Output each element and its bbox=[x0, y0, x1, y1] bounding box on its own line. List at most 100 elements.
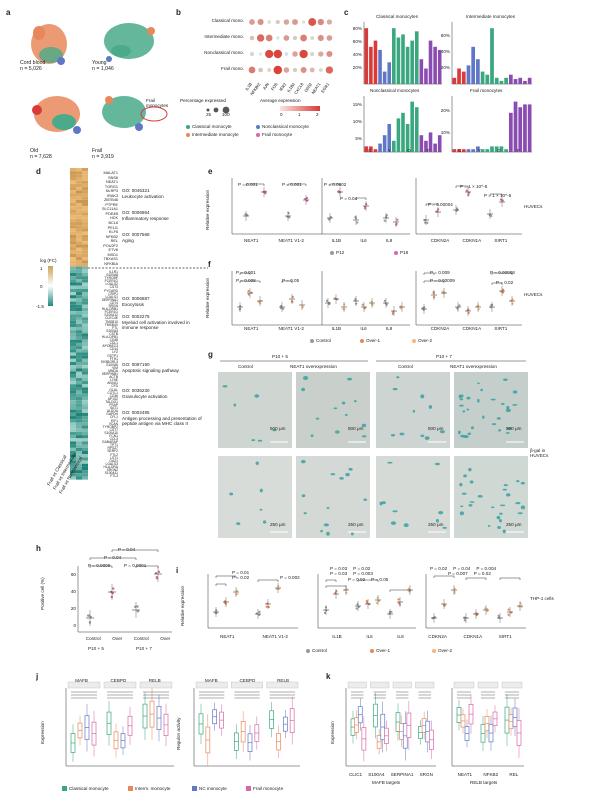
sig-bracket bbox=[215, 583, 227, 586]
sig-bracket bbox=[455, 185, 469, 188]
data-point bbox=[264, 192, 267, 195]
heatmap-cell bbox=[76, 218, 82, 223]
heatmap-cell bbox=[76, 463, 82, 467]
data-point bbox=[426, 221, 429, 224]
data-point bbox=[355, 607, 358, 610]
data-point bbox=[458, 304, 461, 307]
panel-e-legend-p18: P18 bbox=[394, 250, 408, 255]
heatmap-cell bbox=[76, 431, 82, 436]
data-point bbox=[486, 607, 489, 611]
gene-label: FTL bbox=[112, 325, 118, 330]
stained-cell bbox=[315, 417, 320, 420]
gene-label: S100A12 bbox=[104, 313, 118, 318]
heatmap-cell bbox=[82, 396, 88, 401]
stained-cell bbox=[517, 512, 523, 515]
panel-f-p3: P = 0.009 bbox=[430, 270, 450, 275]
gene-label: SERF2 bbox=[107, 449, 118, 454]
sig-bracket bbox=[329, 183, 341, 186]
barc-yticks-tl: 80% 60% 40% 20% bbox=[352, 26, 362, 70]
data-point bbox=[383, 299, 386, 302]
gene-label: REL bbox=[110, 239, 118, 244]
heatmap-cell bbox=[82, 327, 88, 331]
sig-bracket bbox=[257, 579, 279, 582]
stained-cell bbox=[396, 376, 400, 379]
dotplot-dot bbox=[273, 65, 283, 75]
heatmap-cell bbox=[82, 403, 88, 407]
heatmap-cell bbox=[82, 190, 88, 194]
heatmap-cell bbox=[76, 454, 82, 458]
heatmap-cell bbox=[82, 447, 88, 452]
panel-i-ylabel: Relative expression bbox=[180, 585, 185, 626]
gene-label: FTL2 bbox=[110, 452, 118, 457]
heatmap-cell bbox=[76, 349, 82, 353]
barc-bar bbox=[414, 31, 419, 84]
heatmap-cell bbox=[82, 314, 88, 318]
barc-bar bbox=[369, 146, 373, 152]
heatmap-cell bbox=[82, 390, 88, 394]
data-point bbox=[433, 615, 436, 619]
bottom-legend-classical: Classical monocyte bbox=[62, 786, 109, 791]
heatmap-cell bbox=[70, 307, 76, 312]
barc-bar bbox=[523, 104, 527, 152]
heatmap-cell bbox=[82, 212, 88, 216]
barc-bar bbox=[369, 46, 373, 84]
heatmap-cell bbox=[82, 400, 88, 404]
dotplot-dot bbox=[292, 19, 298, 25]
gene-label: HLA-DRB1 bbox=[101, 307, 118, 312]
stained-cell bbox=[435, 518, 439, 523]
gene-label: NLRP3 bbox=[105, 189, 118, 194]
heatmap-cell bbox=[76, 403, 82, 407]
stained-cell bbox=[392, 387, 398, 391]
barc-bar bbox=[494, 146, 499, 152]
gene-label: FCER1G bbox=[104, 279, 118, 284]
data-point bbox=[441, 290, 444, 293]
dotplot-dot bbox=[265, 49, 274, 59]
umap-label-frail: Frail n = 3,919 bbox=[92, 148, 114, 161]
panel-letter-k: k bbox=[326, 672, 331, 681]
heatmap-cell bbox=[82, 257, 88, 261]
barc-bar bbox=[518, 77, 523, 84]
data-point bbox=[517, 605, 521, 608]
heatmap-cell bbox=[70, 285, 76, 289]
heatmap-cell bbox=[70, 346, 76, 350]
heatmap-cell bbox=[70, 222, 76, 226]
gene-label: NEAT1 bbox=[106, 180, 118, 185]
panel-j-right-ylabel: Regulon activity bbox=[176, 717, 181, 750]
barc-bar bbox=[457, 149, 461, 152]
heatmap-cell bbox=[76, 336, 82, 340]
stained-cell bbox=[477, 382, 480, 385]
data-point bbox=[377, 599, 381, 603]
data-point bbox=[112, 587, 115, 590]
data-point bbox=[277, 585, 280, 588]
stained-cell bbox=[420, 434, 425, 438]
data-point bbox=[395, 223, 398, 226]
data-point bbox=[465, 189, 468, 192]
data-point bbox=[407, 587, 410, 590]
heatmap-cell bbox=[76, 447, 82, 452]
dotplot-dot bbox=[265, 34, 273, 42]
panel-h-p0: P = 0.04 bbox=[118, 547, 136, 552]
heatmap-cell bbox=[70, 470, 76, 474]
heatmap-cell bbox=[70, 288, 76, 293]
dotplot-dot bbox=[326, 50, 333, 58]
heatmap-cell bbox=[70, 209, 76, 213]
dotplot-dot bbox=[318, 68, 323, 72]
panel-j-right-tfs: MAFB CEBPD RELB bbox=[204, 678, 290, 683]
stained-cell bbox=[466, 408, 470, 411]
panel-letter-g: g bbox=[208, 350, 213, 359]
facet-strip bbox=[392, 681, 412, 689]
panel-g-cond-0: Control bbox=[238, 364, 253, 369]
barc-bar bbox=[382, 71, 387, 84]
micro-image bbox=[296, 372, 370, 448]
heatmap-cell bbox=[70, 272, 76, 277]
gene-label: ETV6 bbox=[108, 248, 119, 253]
heatmap-cell bbox=[70, 447, 76, 452]
heatmap-cell bbox=[82, 269, 88, 273]
panel-f-ylabel: Relative expression bbox=[205, 277, 210, 318]
heatmap-cell bbox=[76, 257, 82, 261]
heatmap-cell bbox=[70, 228, 76, 232]
stained-cell bbox=[506, 405, 510, 410]
facet-strip bbox=[139, 681, 173, 689]
dotplot-dot bbox=[318, 51, 324, 57]
